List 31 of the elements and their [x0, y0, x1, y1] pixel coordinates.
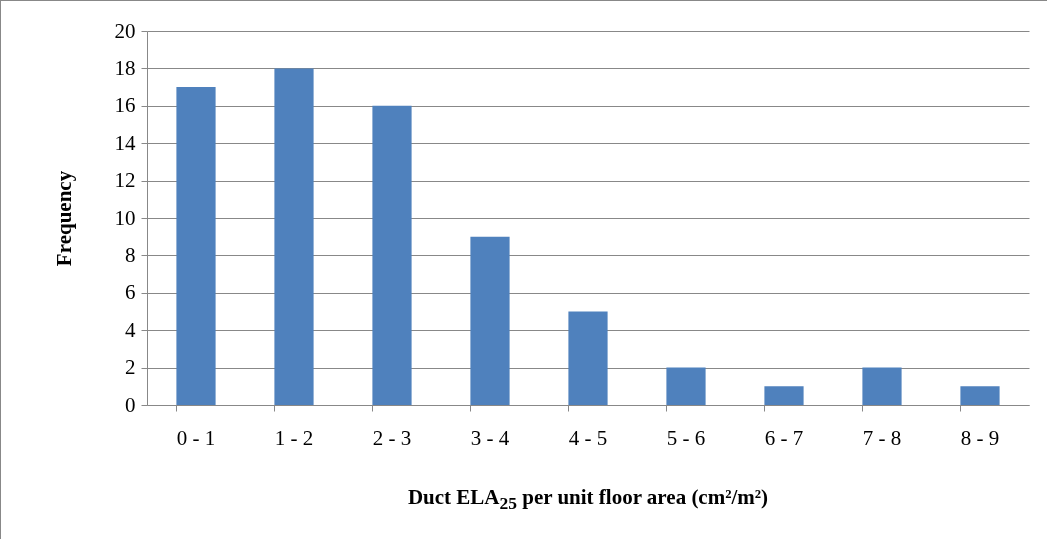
y-tick-label: 20 — [114, 18, 136, 43]
x-tick-label: 4 - 5 — [568, 425, 608, 450]
y-tick-label: 4 — [125, 317, 136, 342]
x-tick-label: 1 - 2 — [274, 425, 314, 450]
bar — [960, 386, 1000, 405]
y-axis-title: Frequency — [51, 170, 76, 267]
y-tick-label: 18 — [114, 55, 136, 80]
bar — [666, 367, 706, 405]
x-tick-label: 5 - 6 — [666, 425, 706, 450]
y-tick-label: 16 — [114, 93, 136, 118]
y-tick-label: 0 — [125, 392, 136, 417]
bar — [372, 105, 412, 405]
bar — [176, 87, 216, 405]
x-tick-label: 7 - 8 — [862, 425, 902, 450]
x-tick-label: 3 - 4 — [470, 425, 510, 450]
x-tick-label: 8 - 9 — [960, 425, 1000, 450]
bar — [862, 367, 902, 405]
bar — [470, 236, 510, 405]
x-tick-label: 2 - 3 — [372, 425, 412, 450]
bar — [274, 68, 314, 405]
y-tick-label: 10 — [114, 205, 136, 230]
y-tick-label: 12 — [114, 168, 136, 193]
y-tick-label: 14 — [114, 130, 136, 155]
y-tick-label: 2 — [125, 355, 136, 380]
bar — [568, 311, 608, 405]
x-tick-label: 0 - 1 — [176, 425, 216, 450]
bar — [764, 386, 804, 405]
x-axis-title: Duct ELA$_{25}$ per unit floor area (cm²/m²) — [406, 485, 770, 515]
y-tick-label: 8 — [125, 242, 136, 267]
y-tick-label: 6 — [125, 280, 136, 305]
x-tick-label: 6 - 7 — [764, 425, 804, 450]
